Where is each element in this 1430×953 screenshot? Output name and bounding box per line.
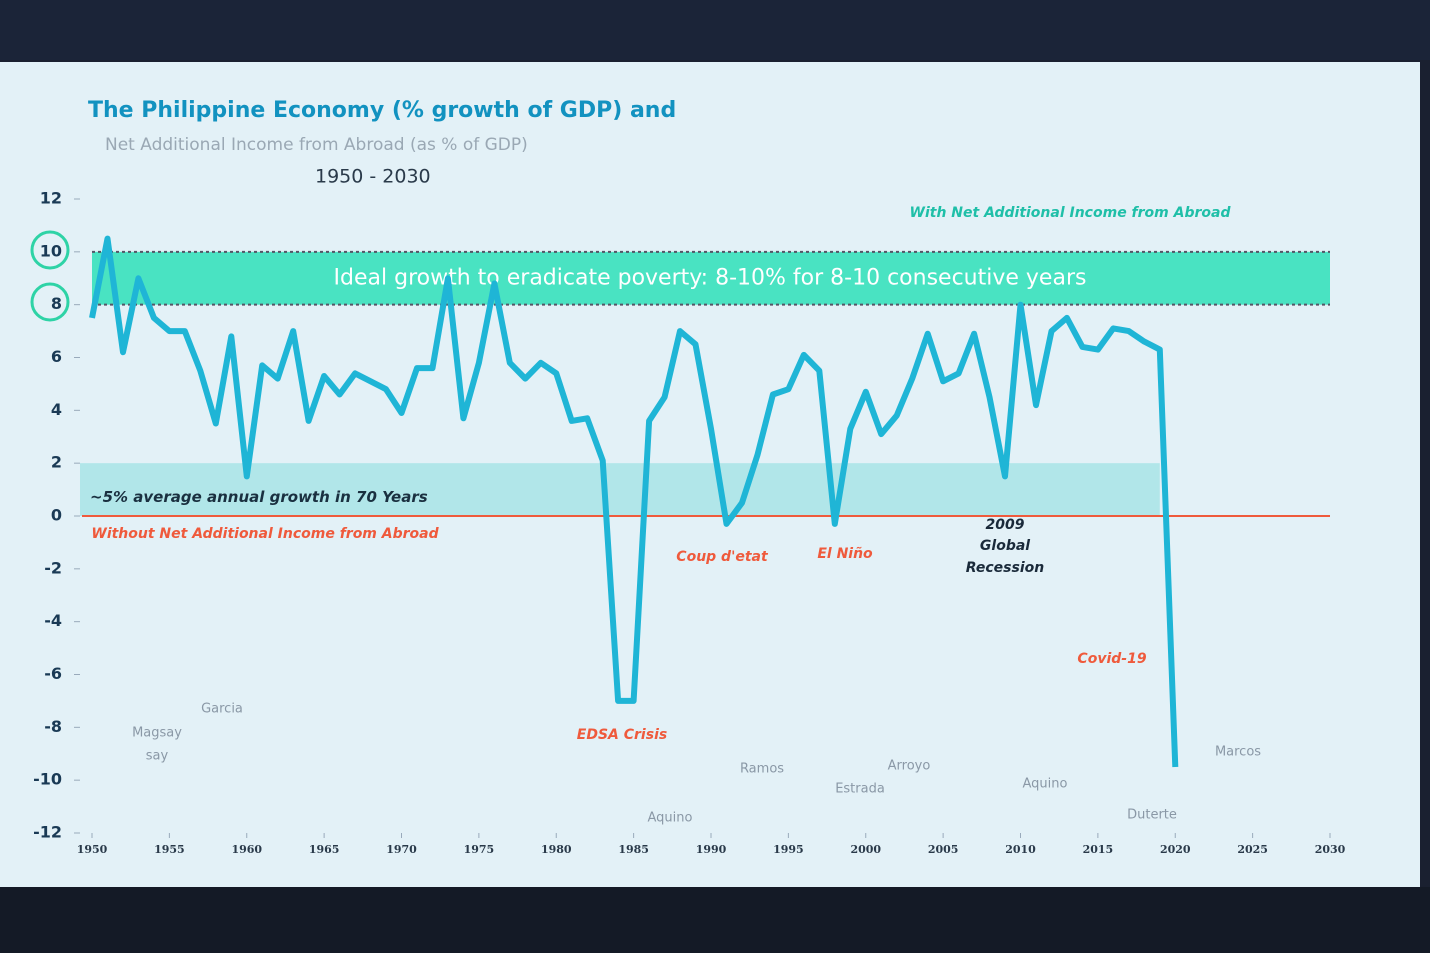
y-tick-label: -4 [44,611,62,630]
highlight-circle [30,230,70,270]
band-label: ~5% average annual growth in 70 Years [90,488,428,506]
annotation: Without Net Additional Income from Abroa… [91,526,439,542]
annotation: Arroyo [888,759,931,774]
band-label: Ideal growth to eradicate poverty: 8-10%… [334,265,1087,290]
annotation: 2009 [986,517,1025,533]
chart-period: 1950 - 2030 [315,166,431,188]
y-tick-label: -12 [33,823,62,842]
annotation: Estrada [835,782,885,797]
series-line [89,235,1179,768]
chart-subtitle: Net Additional Income from Abroad (as % … [105,135,528,155]
annotation: EDSA Crisis [577,727,667,743]
background-top [0,0,1430,60]
x-tick-label: 1955 [154,843,185,856]
x-tick-label: 1985 [618,843,649,856]
annotation: Ramos [740,762,784,777]
x-tick-label: 1970 [386,843,417,856]
x-tick-label: 1960 [231,843,262,856]
y-tick-label: -8 [44,717,62,736]
y-tick-label: 12 [40,189,62,208]
x-tick-label: 1990 [696,843,727,856]
x-tick-label: 2010 [1005,843,1036,856]
annotation: say [146,749,169,764]
annotation: Magsay [132,726,182,741]
x-tick-label: 1965 [309,843,340,856]
y-tick-label: 8 [51,294,62,313]
y-tick-label: 10 [40,241,62,260]
annotation: With Net Additional Income from Abroad [910,205,1232,221]
y-tick-label: -2 [44,558,62,577]
annotation: Aquino [1023,777,1068,792]
x-tick-label: 2005 [928,843,959,856]
annotation: Global [980,538,1030,554]
y-tick-label: 4 [51,400,62,419]
annotation: Garcia [201,702,243,717]
annotation: Aquino [648,811,693,826]
annotation: Covid-19 [1077,651,1146,667]
annotation: Marcos [1215,745,1261,760]
x-tick-label: 2030 [1315,843,1346,856]
x-tick-label: 1995 [773,843,804,856]
annotation: Duterte [1127,808,1177,823]
band [92,251,1330,305]
x-tick-label: 2015 [1083,843,1114,856]
x-tick-label: 2000 [850,843,881,856]
x-tick-label: 2025 [1237,843,1268,856]
x-tick-label: 2020 [1160,843,1191,856]
annotation: El Niño [817,546,873,562]
y-tick-label: 6 [51,347,62,366]
x-tick-label: 1980 [541,843,572,856]
stage [0,887,1430,953]
x-tick-label: 1975 [464,843,495,856]
y-tick-label: -6 [44,664,62,683]
y-tick-label: -10 [33,770,62,789]
y-tick-label: 2 [51,453,62,472]
x-tick-label: 1950 [77,843,108,856]
annotation: Coup d'etat [676,549,769,565]
band [80,463,1160,516]
highlight-circle [30,282,70,322]
chart-title: The Philippine Economy (% growth of GDP)… [88,98,676,123]
y-tick-label: 0 [51,506,62,525]
annotation: Recession [966,560,1044,576]
